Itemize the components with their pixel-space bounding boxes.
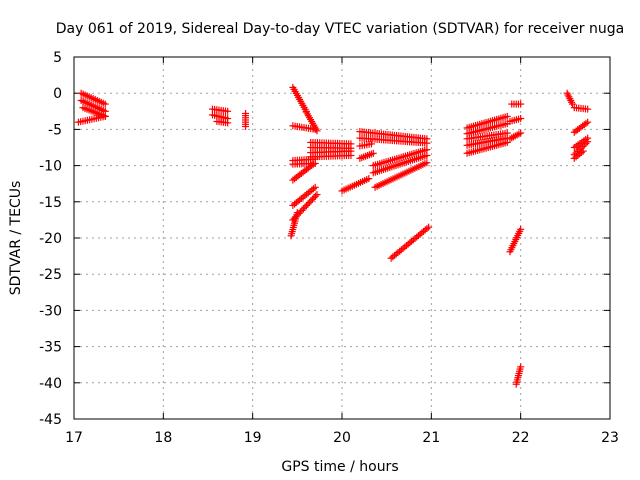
y-tick-label: -15	[39, 195, 62, 211]
y-tick-label: -40	[39, 376, 62, 392]
y-tick-label: -10	[39, 159, 62, 175]
x-axis-label: GPS time / hours	[281, 459, 398, 475]
data-point	[517, 100, 525, 108]
data-point	[584, 105, 592, 113]
data-point	[311, 125, 319, 133]
x-tick-label: 17	[65, 430, 83, 446]
data-point	[517, 363, 525, 371]
data-point	[304, 200, 312, 208]
data-point	[423, 159, 431, 167]
data-point	[313, 191, 321, 199]
data-point	[305, 198, 313, 206]
data-point	[298, 206, 306, 214]
data-point	[309, 185, 317, 193]
y-tick-label: 5	[53, 50, 62, 66]
x-tick-label: 23	[601, 430, 619, 446]
data-point	[423, 151, 431, 159]
data-point	[423, 139, 431, 147]
data-point	[584, 118, 592, 126]
data-point	[582, 119, 590, 127]
y-tick-label: -20	[39, 231, 62, 247]
grid	[74, 57, 610, 419]
y-tick-label: -35	[39, 340, 62, 356]
ticks: 17 18 19 20 21 22 23 5 0 -5 -10 -15 -20 -25 -30 -35 -40 -…	[39, 50, 619, 446]
data-point	[347, 151, 355, 159]
data-point	[369, 149, 377, 157]
data-point	[296, 208, 304, 216]
data-point	[517, 225, 525, 233]
data-point	[584, 138, 592, 146]
data-point	[308, 161, 316, 169]
y-tick-label: -5	[48, 122, 62, 138]
data-point	[503, 112, 511, 120]
data-point	[367, 140, 375, 148]
chart-title: Day 061 of 2019, Sidereal Day-to-day VTE…	[56, 21, 624, 37]
data-point	[579, 147, 587, 155]
data-point	[293, 209, 301, 217]
data-point	[568, 100, 576, 108]
y-tick-label: -30	[39, 303, 62, 319]
y-axis-label: SDTVAR / TECUs	[8, 181, 24, 296]
y-tick-label: 0	[53, 86, 62, 102]
x-tick-label: 20	[333, 430, 351, 446]
data-point	[224, 107, 232, 115]
data-point	[101, 112, 109, 120]
data-point	[308, 195, 316, 203]
data-point	[301, 203, 309, 211]
data-point	[299, 205, 307, 213]
x-tick-label: 19	[244, 430, 262, 446]
data-point	[503, 138, 511, 146]
data-point	[242, 123, 250, 131]
data-point	[517, 115, 525, 123]
data-point	[101, 100, 109, 108]
data-point	[224, 119, 232, 127]
x-tick-label: 21	[422, 430, 440, 446]
data-point	[517, 129, 525, 137]
y-tick-label: -25	[39, 267, 62, 283]
data-points	[74, 83, 592, 388]
data-point	[311, 192, 319, 200]
x-tick-label: 18	[154, 430, 172, 446]
data-point	[311, 183, 319, 191]
data-point	[309, 160, 317, 168]
data-point	[582, 139, 590, 147]
data-point	[365, 175, 373, 183]
data-point	[307, 197, 315, 205]
data-point	[425, 223, 433, 231]
x-tick-label: 22	[512, 430, 530, 446]
data-point	[310, 194, 318, 202]
data-point	[423, 225, 431, 233]
data-point	[302, 202, 310, 210]
y-tick-label: -45	[39, 412, 62, 428]
data-point	[580, 141, 588, 149]
